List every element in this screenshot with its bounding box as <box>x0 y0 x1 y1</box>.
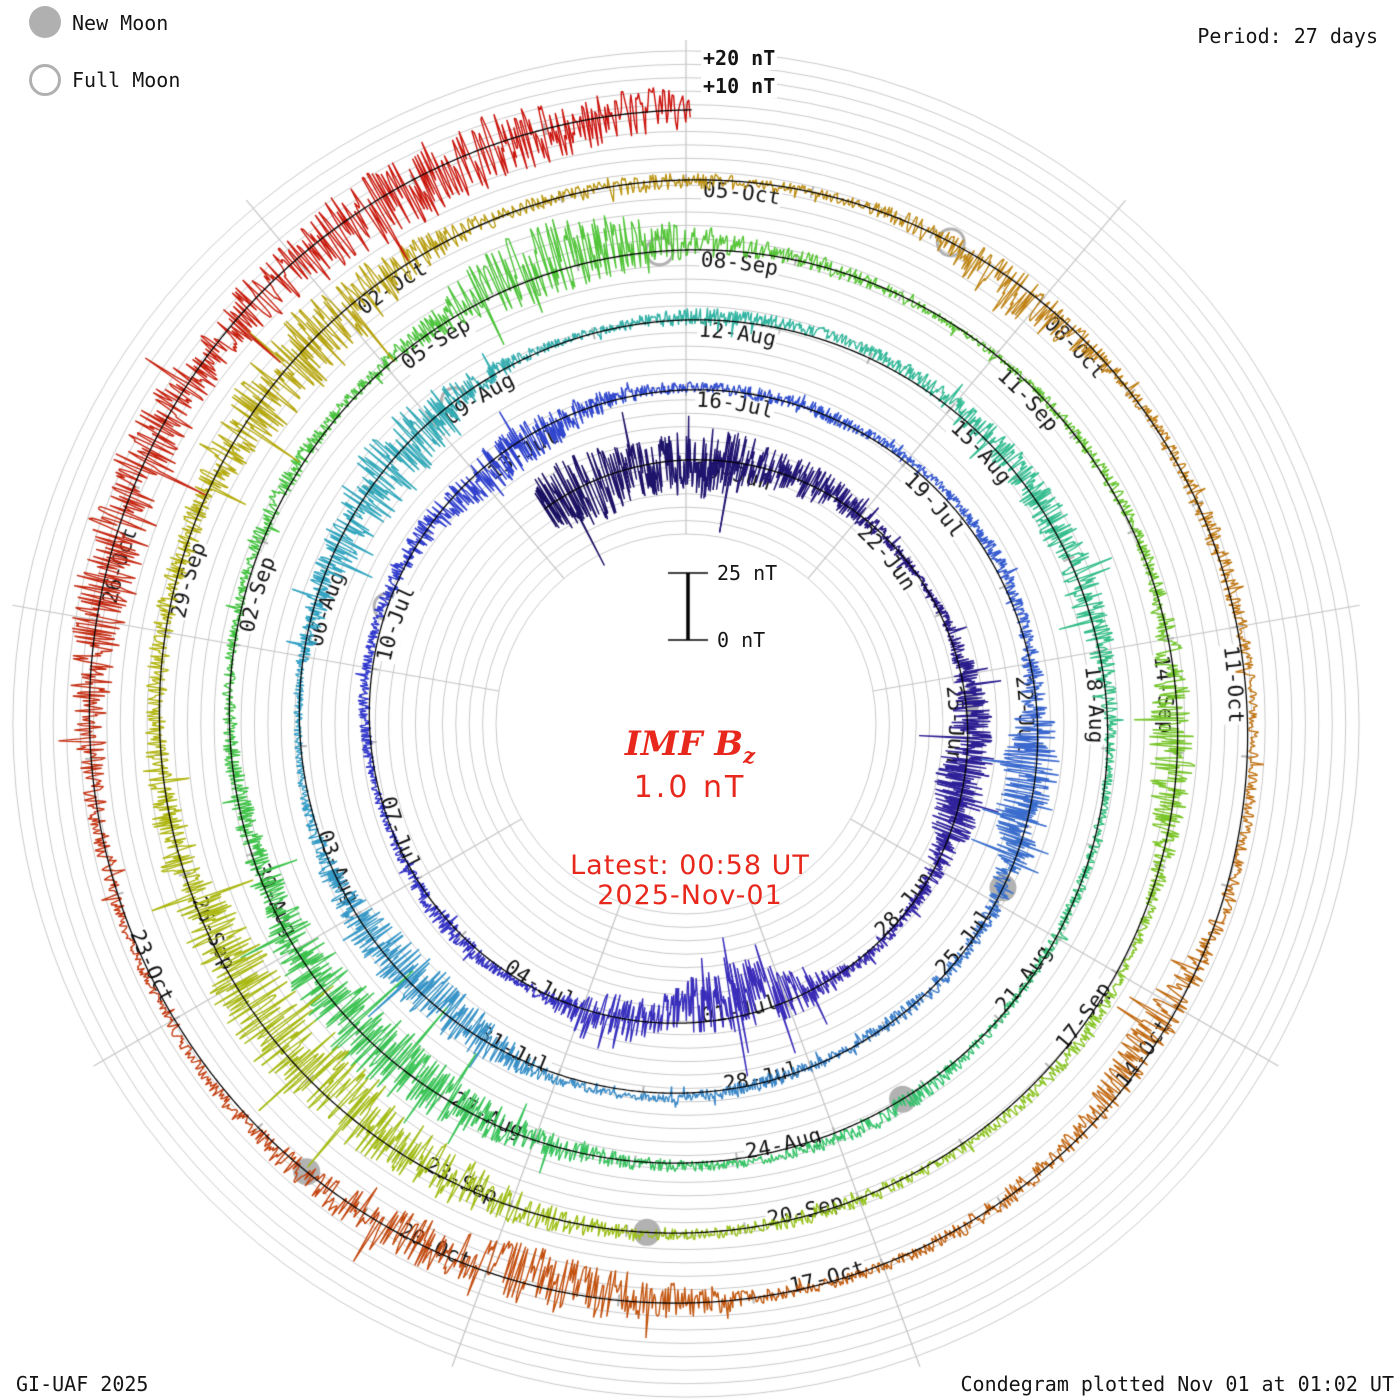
chart-title-subscript: z <box>743 743 756 768</box>
scalebar-max-label: 25 nT <box>717 561 778 585</box>
new-moon-icon <box>29 6 61 38</box>
period-label: Period: 27 days <box>1197 24 1378 48</box>
chart-title-main: IMF B <box>624 724 744 764</box>
plotted-timestamp-label: Condegram plotted Nov 01 at 01:02 UT <box>960 1372 1394 1396</box>
center-annotation: IMF Bz 1.0 nT Latest: 00:58 UT 2025-Nov-… <box>486 724 894 911</box>
radial-axis-plus10-label: +10 nT <box>701 74 778 98</box>
chart-title: IMF Bz <box>486 724 894 768</box>
credit-label: GI-UAF 2025 <box>16 1372 149 1396</box>
full-moon-icon <box>29 64 61 96</box>
new-moon-legend-label: New Moon <box>72 11 169 35</box>
latest-value: 1.0 nT <box>633 770 747 805</box>
latest-date-line: 2025-Nov-01 <box>597 880 783 912</box>
radial-axis-plus20-label: +20 nT <box>701 46 778 70</box>
full-moon-legend-label: Full Moon <box>72 68 181 92</box>
scalebar-min-label: 0 nT <box>717 628 766 652</box>
latest-time-line: Latest: 00:58 UT <box>570 850 810 881</box>
